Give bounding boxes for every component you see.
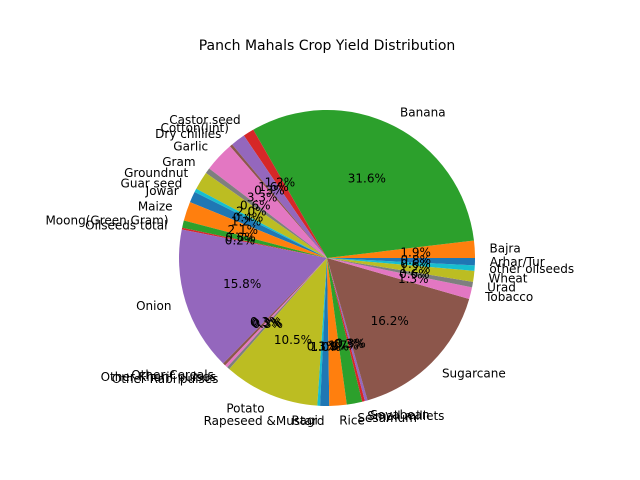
- slice-category-label: Maize: [138, 200, 173, 214]
- slice-category-label: Small millets: [367, 409, 444, 423]
- slice-category-label: Soyabean: [370, 408, 429, 422]
- slice-percent-label: 16.2%: [371, 314, 409, 328]
- pie-slice: [320, 258, 330, 406]
- slice-percent-label: 1.6%: [258, 180, 289, 194]
- slice-category-label: Other Kharif pulses: [101, 370, 216, 384]
- slice-percent-label: 1.7%: [328, 338, 359, 352]
- pie-slice: [327, 258, 363, 405]
- slice-percent-label: 1.9%: [400, 246, 431, 260]
- pie-slice: [229, 258, 327, 406]
- slice-category-label: Ragi: [291, 414, 317, 428]
- slice-percent-label: 3.3%: [247, 190, 278, 204]
- slice-percent-label: 1.2%: [400, 262, 431, 276]
- slice-category-label: Oilseeds total: [85, 219, 167, 233]
- pie-slice: [327, 258, 475, 271]
- slice-category-label: Gram: [162, 155, 195, 169]
- pie-slice: [229, 144, 327, 258]
- pie-slice: [225, 258, 327, 368]
- pie-slice: [327, 258, 473, 300]
- slice-percent-label: 0.3%: [251, 316, 282, 330]
- pie-slice: [243, 129, 327, 258]
- pie-slice: [183, 202, 327, 258]
- slice-category-label: Other Cereals: [131, 368, 214, 382]
- pie-slice: [223, 258, 327, 366]
- slice-category-label: Garlic: [173, 140, 208, 154]
- pie-slice: [327, 258, 475, 282]
- chart-title: Panch Mahals Crop Yield Distribution: [199, 38, 456, 54]
- pie-slice: [181, 227, 327, 258]
- slice-percent-label: 2.0%: [236, 205, 267, 219]
- slice-category-label: Castor seed: [169, 113, 240, 127]
- slice-percent-label: 0.3%: [250, 315, 281, 329]
- pie-slice: [179, 229, 327, 364]
- slice-category-label: Banana: [400, 106, 446, 120]
- pie-slice: [327, 258, 347, 406]
- slice-percent-label: 15.8%: [223, 277, 261, 291]
- slice-category-label: Onion: [136, 299, 171, 313]
- pie-slices: [179, 109, 476, 406]
- slice-category-label: Groundnut: [124, 166, 188, 180]
- slice-percent-label: 1.3%: [398, 272, 429, 286]
- slice-percent-label: 0.8%: [225, 231, 256, 245]
- slice-percent-label: 0.6%: [399, 267, 430, 281]
- slice-percent-label: 31.6%: [348, 172, 386, 186]
- slice-percent-label: 0.3%: [252, 317, 283, 331]
- slice-category-label: Other Rabi pulses: [112, 372, 219, 386]
- slice-percent-label: 1.0%: [310, 340, 341, 354]
- pie-slice: [194, 188, 327, 258]
- slice-percent-label: 1.2%: [231, 214, 262, 228]
- slice-category-label: Wheat: [489, 271, 528, 285]
- slice-category-label: other oilseeds: [489, 262, 574, 276]
- pie-slice: [327, 258, 365, 402]
- slice-category-label: Sesamum: [357, 411, 417, 425]
- pie-slice: [327, 240, 475, 258]
- slice-category-label: Rice: [339, 413, 365, 427]
- slice-category-label: Guar seed: [121, 177, 183, 191]
- slice-percent-label: 0.3%: [335, 337, 366, 351]
- slice-percent-label: 0.4%: [233, 210, 264, 224]
- slice-percent-label: 1.2%: [265, 176, 296, 190]
- slice-percent-label: 1.9%: [318, 340, 349, 354]
- pie-slice: [327, 258, 474, 288]
- pie-slice: [189, 192, 327, 258]
- pie-slice: [317, 258, 327, 406]
- slice-percent-label: 0.6%: [400, 257, 431, 271]
- slice-category-label: Jowar: [145, 184, 179, 198]
- slice-category-label: Bajra: [490, 241, 521, 255]
- pie-slice: [327, 258, 476, 266]
- slice-category-label: Rapeseed &Mustard: [204, 414, 325, 428]
- slice-category-label: Potato: [226, 401, 264, 415]
- slice-category-label: Urad: [487, 280, 516, 294]
- slice-category-label: Arhar/Tur: [490, 255, 545, 269]
- pie-slice: [205, 168, 327, 258]
- slice-percent-label: 0.3%: [334, 337, 365, 351]
- pie-percent-labels: 1.9%31.6%1.2%1.6%0.3%3.3%0.6%2.0%0.4%1.2…: [223, 172, 431, 354]
- pie-slice: [209, 146, 327, 258]
- slice-category-label: Moong(Green Gram): [45, 214, 168, 228]
- slice-percent-label: 2.1%: [228, 223, 259, 237]
- slice-category-label: Cotton(lint): [161, 121, 229, 135]
- pie-slice: [227, 258, 327, 370]
- pie-slice: [327, 258, 470, 401]
- slice-category-label: Dry chillies: [155, 127, 221, 141]
- slice-percent-label: 0.3%: [254, 183, 285, 197]
- pie-slice: [196, 172, 327, 258]
- slice-category-label: Sugarcane: [442, 366, 506, 380]
- slice-percent-label: 0.3%: [307, 340, 338, 354]
- pie-slice: [182, 220, 327, 258]
- pie-slice: [253, 109, 474, 259]
- slice-percent-label: 10.5%: [274, 333, 312, 347]
- pie-slice: [327, 258, 368, 402]
- slice-percent-label: 0.6%: [240, 199, 271, 213]
- pie-slice: [232, 135, 327, 258]
- slice-category-label: Tobacco: [484, 290, 533, 304]
- slice-percent-label: 0.8%: [401, 253, 432, 267]
- slice-percent-label: 0.2%: [225, 233, 256, 247]
